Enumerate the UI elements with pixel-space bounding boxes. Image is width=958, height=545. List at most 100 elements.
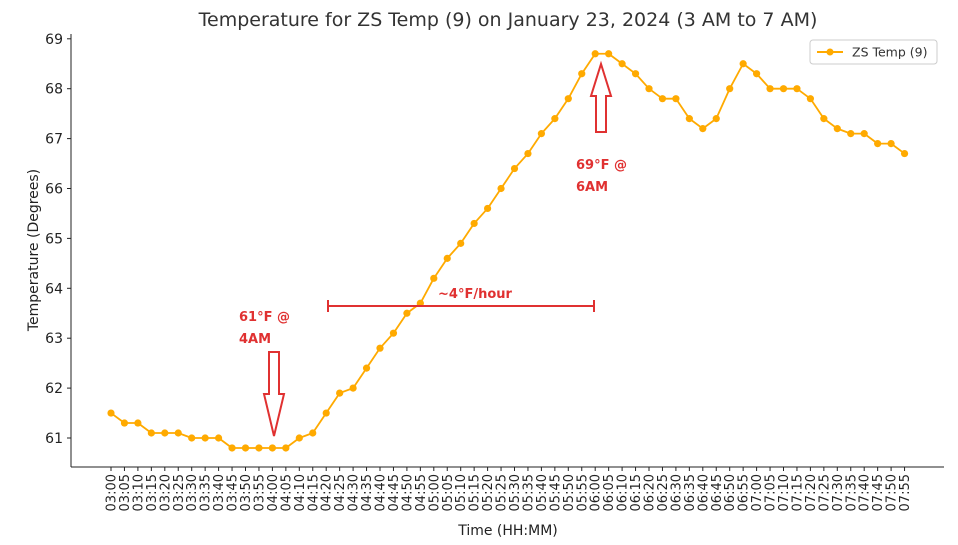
annotation-6am-line2: 6AM xyxy=(576,180,608,195)
x-tick-label: 06:40 xyxy=(696,474,711,511)
data-point xyxy=(578,70,586,78)
data-point xyxy=(161,429,169,437)
x-tick-label: 05:15 xyxy=(468,474,483,511)
data-point xyxy=(564,95,572,103)
data-point xyxy=(591,50,599,58)
x-tick-label: 06:20 xyxy=(643,474,658,511)
data-point xyxy=(685,115,693,123)
y-tick-label: 67 xyxy=(45,132,63,148)
x-tick-label: 04:55 xyxy=(414,474,429,511)
x-tick-label: 04:35 xyxy=(360,474,375,511)
x-tick-label: 04:05 xyxy=(279,474,294,511)
x-tick-label: 06:25 xyxy=(656,474,671,511)
data-point xyxy=(753,70,761,78)
data-point xyxy=(255,444,263,452)
x-tick-label: 03:50 xyxy=(239,474,254,511)
x-tick-label: 03:45 xyxy=(226,474,241,511)
data-point xyxy=(847,130,855,138)
x-tick-label: 07:15 xyxy=(790,474,805,511)
x-tick-label: 03:00 xyxy=(105,474,120,511)
x-tick-label: 07:45 xyxy=(871,474,886,511)
data-point xyxy=(900,149,909,158)
data-point xyxy=(174,429,182,437)
data-point xyxy=(537,130,546,138)
data-point xyxy=(887,139,895,148)
x-ticks: 03:0003:0503:1003:1503:2003:2503:3003:35… xyxy=(105,467,913,511)
data-point xyxy=(833,125,841,133)
series-line xyxy=(110,52,906,449)
x-tick-label: 07:30 xyxy=(831,474,846,511)
x-tick-label: 03:15 xyxy=(145,474,160,511)
x-tick-label: 05:20 xyxy=(481,474,496,511)
x-tick-label: 05:05 xyxy=(441,474,456,511)
annotations: 61°F @ 4AM 69°F @ 6AM ~4°F/hour xyxy=(239,60,627,437)
x-tick-label: 03:25 xyxy=(172,474,187,511)
data-point xyxy=(201,434,209,442)
legend-marker-icon xyxy=(826,48,834,56)
x-tick-label: 03:20 xyxy=(158,474,173,511)
x-tick-label: 04:40 xyxy=(374,474,389,511)
y-tick-label: 68 xyxy=(45,82,63,98)
data-point xyxy=(215,434,223,442)
x-tick-label: 07:25 xyxy=(817,474,832,511)
data-point xyxy=(188,434,196,442)
x-tick-label: 04:20 xyxy=(320,474,335,511)
x-tick-label: 04:00 xyxy=(266,474,281,511)
data-point xyxy=(403,309,411,317)
legend: ZS Temp (9) xyxy=(809,39,938,65)
y-tick-label: 62 xyxy=(45,381,63,397)
x-tick-label: 07:50 xyxy=(885,474,900,511)
x-tick-label: 07:40 xyxy=(858,474,873,511)
y-tick-label: 69 xyxy=(45,32,63,48)
x-tick-label: 05:25 xyxy=(495,474,510,511)
data-point xyxy=(739,60,747,68)
data-point xyxy=(147,429,155,437)
data-point xyxy=(470,219,478,228)
data-point xyxy=(860,130,868,138)
x-tick-label: 06:50 xyxy=(723,474,738,511)
annotation-6am-line1: 69°F @ xyxy=(576,158,627,173)
x-tick-label: 06:15 xyxy=(629,474,644,511)
x-tick-label: 07:10 xyxy=(777,474,792,511)
x-tick-label: 06:35 xyxy=(683,474,698,511)
x-tick-label: 07:00 xyxy=(750,474,765,511)
x-tick-label: 06:45 xyxy=(710,474,725,511)
data-point xyxy=(699,125,707,133)
x-tick-label: 04:25 xyxy=(333,474,348,511)
x-tick-label: 03:05 xyxy=(118,474,133,511)
data-point xyxy=(726,85,734,93)
data-point xyxy=(309,429,317,437)
data-point xyxy=(658,95,667,103)
x-tick-label: 03:40 xyxy=(212,474,227,511)
x-tick-label: 04:10 xyxy=(293,474,308,511)
x-tick-label: 04:45 xyxy=(387,474,402,511)
x-tick-label: 07:05 xyxy=(764,474,779,511)
x-tick-label: 07:35 xyxy=(844,474,859,511)
data-point xyxy=(497,184,505,193)
data-point xyxy=(484,204,492,213)
data-point xyxy=(389,329,398,337)
annotation-4am-line1: 61°F @ xyxy=(239,310,290,325)
data-point xyxy=(510,164,519,173)
x-tick-label: 05:50 xyxy=(562,474,577,511)
x-tick-label: 05:35 xyxy=(521,474,536,511)
data-point xyxy=(295,434,303,442)
data-point xyxy=(443,254,451,262)
data-point xyxy=(645,85,653,93)
data-point xyxy=(322,409,330,417)
data-point xyxy=(241,444,250,452)
x-tick-label: 06:30 xyxy=(669,474,684,511)
data-point xyxy=(820,115,828,123)
x-tick-label: 05:10 xyxy=(454,474,469,511)
down-arrow-icon xyxy=(262,351,286,437)
up-arrow-icon xyxy=(589,60,613,133)
data-point xyxy=(631,70,640,78)
data-point xyxy=(376,344,384,352)
x-tick-label: 05:00 xyxy=(427,474,442,511)
data-point xyxy=(228,444,236,452)
data-point xyxy=(712,115,720,123)
data-point xyxy=(268,444,276,452)
data-point xyxy=(672,95,680,103)
data-point xyxy=(806,95,815,103)
